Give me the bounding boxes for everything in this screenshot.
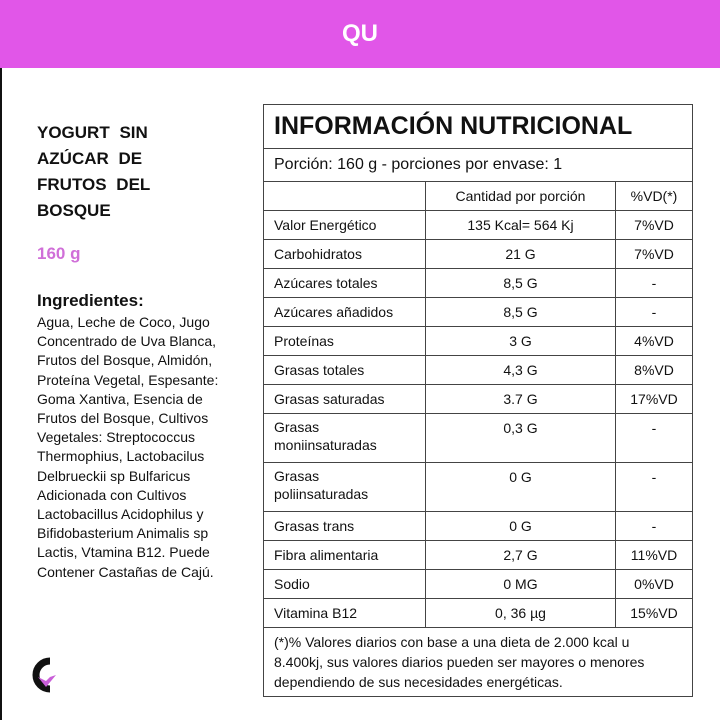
nutrient-amount: 0 G	[425, 511, 616, 541]
nutrient-name: Azúcares añadidos	[263, 297, 426, 327]
nutrient-vd: -	[615, 413, 693, 463]
nutrient-name: Proteínas	[263, 326, 426, 356]
nutrition-row: Grasas trans 0 G-	[263, 511, 693, 541]
product-name: YOGURT SIN AZÚCAR DE FRUTOS DEL BOSQUE	[37, 123, 150, 220]
nutrition-row: Azúcares totales 8,5 G-	[263, 268, 693, 298]
nutrient-amount: 3 G	[425, 326, 616, 356]
nutrient-amount: 0 MG	[425, 569, 616, 599]
nutrition-row: Vitamina B12 0, 36 µg 15%VD	[263, 598, 693, 628]
ingredients-text: Agua, Leche de Coco, Jugo Concentrado de…	[37, 314, 219, 580]
nutrient-amount: 0, 36 µg	[425, 598, 616, 628]
nutrient-name: Fibra alimentaria	[263, 540, 426, 570]
nutrient-vd: 15%VD	[615, 598, 693, 628]
nutrition-row: Grasas poliinsaturadas 0 G-	[263, 462, 693, 512]
nutrient-vd: 7%VD	[615, 239, 693, 269]
nutrient-name: Vitamina B12	[263, 598, 426, 628]
nutrient-name: Grasas saturadas	[263, 384, 426, 414]
nutrient-name: Grasas moniinsaturadas	[263, 413, 426, 463]
nutrient-vd: 17%VD	[615, 384, 693, 414]
nutrient-amount: 135 Kcal= 564 Kj	[425, 210, 616, 240]
nutrition-row: Sodio 0 MG 0%VD	[263, 569, 693, 599]
nutrient-vd: -	[615, 268, 693, 298]
nutrition-row: Azúcares añadidos 8,5 G-	[263, 297, 693, 327]
nutrient-vd: -	[615, 462, 693, 512]
nutrition-row: Fibra alimentaria 2,7 G 11%VD	[263, 540, 693, 570]
col-amount-header: Cantidad por porción	[425, 181, 616, 211]
nutrient-name: Grasas poliinsaturadas	[263, 462, 426, 512]
left-border	[0, 68, 2, 720]
nutrient-name: Sodio	[263, 569, 426, 599]
nutrition-row: Proteínas 3 G 4%VD	[263, 326, 693, 356]
footnote: (*)% Valores diarios con base a una diet…	[263, 627, 693, 697]
nutrition-row: Grasas saturadas 3.7 G 17%VD	[263, 384, 693, 414]
nutrient-name: Valor Energético	[263, 210, 426, 240]
nutrition-row: Valor Energético 135 Kcal= 564 Kj 7%VD	[263, 210, 693, 240]
nutrient-name: Grasas totales	[263, 355, 426, 385]
nutrient-vd: 0%VD	[615, 569, 693, 599]
nutrient-vd: -	[615, 511, 693, 541]
nutrient-amount: 3.7 G	[425, 384, 616, 414]
portion-info: Porción: 160 g - porciones por envase: 1	[263, 148, 693, 182]
nutrient-amount: 2,7 G	[425, 540, 616, 570]
nutrient-vd: 8%VD	[615, 355, 693, 385]
nutrient-vd: 11%VD	[615, 540, 693, 570]
nutrient-vd: 7%VD	[615, 210, 693, 240]
brand-logo-icon	[32, 657, 56, 693]
nutrition-row: Grasas moniinsaturadas 0,3 G-	[263, 413, 693, 463]
nutrient-vd: 4%VD	[615, 326, 693, 356]
nutrient-name: Azúcares totales	[263, 268, 426, 298]
nutrition-title: INFORMACIÓN NUTRICIONAL	[263, 104, 693, 149]
nutrient-amount: 0 G	[425, 462, 616, 512]
nutrient-amount: 0,3 G	[425, 413, 616, 463]
nutrition-table: INFORMACIÓN NUTRICIONAL Porción: 160 g -…	[263, 104, 693, 697]
nutrient-amount: 21 G	[425, 239, 616, 269]
nutrient-name: Carbohidratos	[263, 239, 426, 269]
nutrient-amount: 8,5 G	[425, 268, 616, 298]
nutrient-name: Grasas trans	[263, 511, 426, 541]
product-weight: 160 g	[37, 244, 81, 263]
ingredients-heading: Ingredientes:	[37, 291, 144, 310]
header-title: QU	[342, 20, 378, 47]
nutrition-row: Carbohidratos 21 G 7%VD	[263, 239, 693, 269]
nutrient-amount: 4,3 G	[425, 355, 616, 385]
nutrient-amount: 8,5 G	[425, 297, 616, 327]
nutrient-vd: -	[615, 297, 693, 327]
col-vd-header: %VD(*)	[615, 181, 693, 211]
nutrition-row: Grasas totales 4,3 G 8%VD	[263, 355, 693, 385]
header-bar: QU	[0, 0, 720, 68]
